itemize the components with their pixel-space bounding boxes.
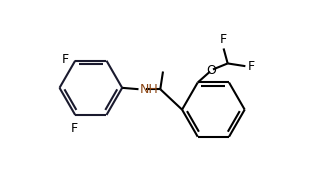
Text: NH: NH xyxy=(140,83,159,96)
Text: F: F xyxy=(247,60,255,73)
Text: F: F xyxy=(70,122,77,135)
Text: F: F xyxy=(220,33,227,46)
Text: F: F xyxy=(61,53,68,66)
Text: O: O xyxy=(206,64,216,77)
